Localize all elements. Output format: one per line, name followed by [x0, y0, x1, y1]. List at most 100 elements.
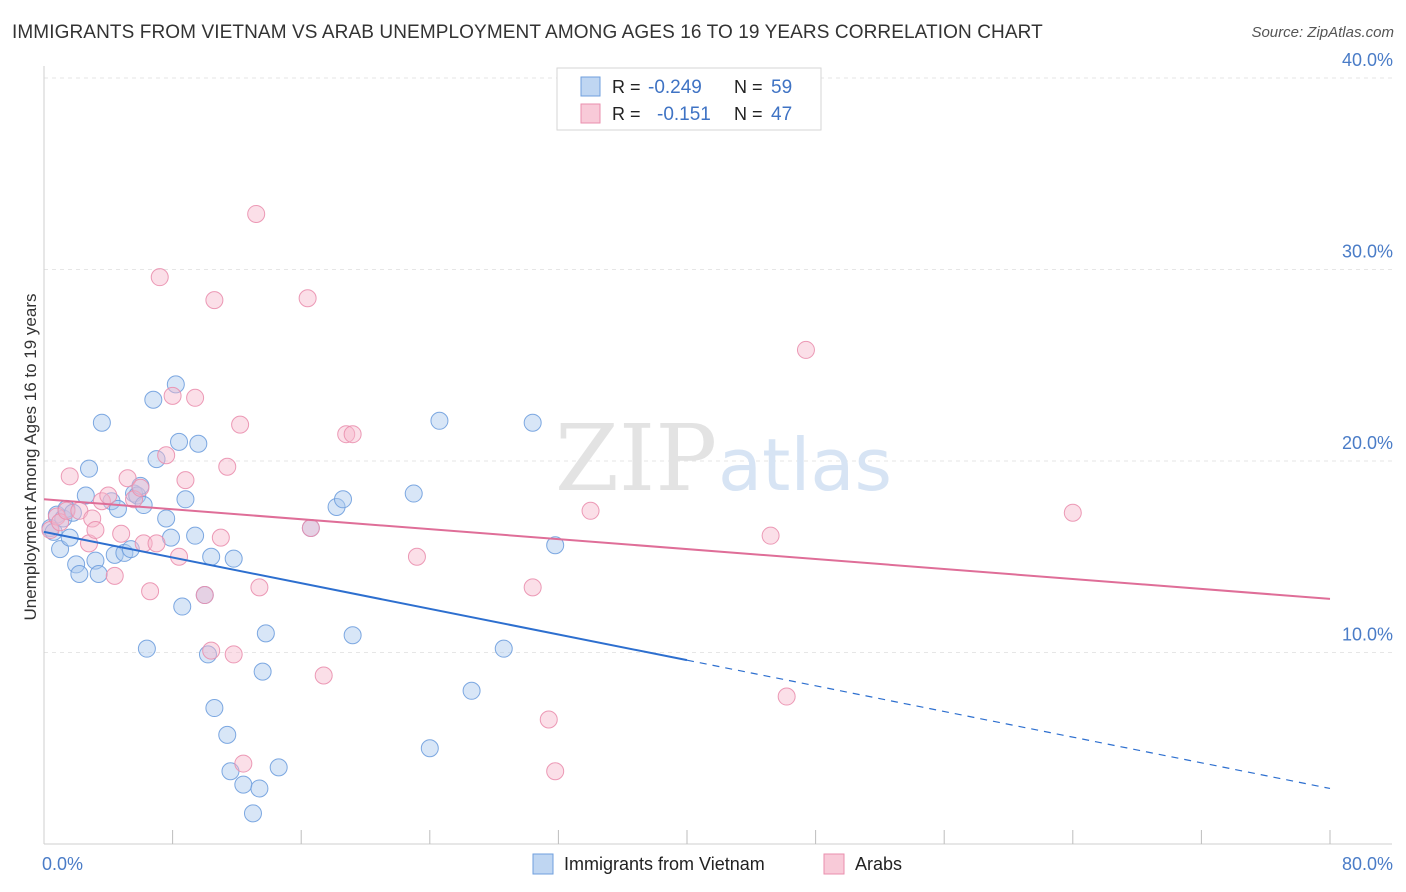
points-layer	[41, 204, 1082, 823]
watermark-zip: ZIP	[555, 405, 717, 512]
legend-n-label-pink: N =	[734, 104, 763, 124]
point-vietnam	[243, 804, 262, 823]
point-arabs	[205, 291, 224, 310]
point-vietnam	[189, 434, 208, 453]
point-arabs	[57, 501, 76, 520]
point-arabs	[163, 386, 182, 405]
point-arabs	[337, 425, 356, 444]
point-vietnam	[144, 390, 163, 409]
point-vietnam	[176, 490, 195, 509]
point-vietnam	[256, 624, 275, 643]
point-arabs	[234, 754, 253, 773]
point-arabs	[314, 666, 333, 685]
legend-n-value-pink: 47	[771, 104, 792, 125]
trendline-vietnam-extrapolated	[686, 659, 1331, 790]
point-arabs	[301, 519, 320, 538]
point-vietnam	[250, 779, 269, 798]
point-arabs	[150, 268, 169, 287]
point-vietnam	[253, 662, 272, 681]
point-arabs	[47, 507, 66, 526]
chart-title: IMMIGRANTS FROM VIETNAM VS ARAB UNEMPLOY…	[12, 22, 1043, 43]
legend-n-label-blue: N =	[734, 77, 763, 97]
y-tick-label: 30.0%	[1342, 242, 1393, 262]
legend-r-label-blue: R =	[612, 77, 641, 97]
point-vietnam	[494, 639, 513, 658]
grid-layer	[44, 77, 1392, 653]
point-vietnam	[218, 725, 237, 744]
point-arabs	[231, 415, 250, 434]
point-vietnam	[546, 536, 565, 555]
point-arabs	[131, 478, 150, 497]
bottom-legend-label-vietnam: Immigrants from Vietnam	[564, 854, 765, 874]
point-vietnam	[430, 411, 449, 430]
series-legend: Immigrants from Vietnam Arabs	[532, 853, 902, 875]
point-vietnam	[166, 375, 185, 394]
axis-layer: 10.0% 20.0% 30.0% 40.0% 0.0% 80.0%	[42, 50, 1393, 874]
point-arabs	[83, 509, 102, 528]
y-axis-label: Unemployment Among Ages 16 to 19 years	[21, 294, 40, 621]
legend-box	[556, 67, 822, 131]
trendline-vietnam	[43, 530, 688, 662]
point-arabs	[176, 471, 195, 490]
point-arabs	[224, 645, 243, 664]
point-vietnam	[170, 432, 189, 451]
point-arabs	[186, 388, 205, 407]
point-arabs	[539, 710, 558, 729]
point-vietnam	[404, 484, 423, 503]
watermark: ZIP atlas	[555, 405, 892, 512]
point-arabs	[105, 566, 124, 585]
point-arabs	[118, 469, 137, 488]
point-vietnam	[51, 540, 70, 559]
legend-n-value-blue: 59	[771, 77, 792, 98]
point-arabs	[1063, 503, 1082, 522]
bottom-legend-swatch-arabs	[823, 853, 845, 875]
point-vietnam	[343, 626, 362, 645]
x-tick-label: 80.0%	[1342, 854, 1393, 874]
point-vietnam	[523, 413, 542, 432]
point-vietnam	[462, 681, 481, 700]
point-arabs	[407, 547, 426, 566]
point-arabs	[250, 578, 269, 597]
point-arabs	[51, 513, 70, 532]
legend-r-label-pink: R =	[612, 104, 641, 124]
point-vietnam	[173, 597, 192, 616]
point-vietnam	[420, 739, 439, 758]
point-vietnam	[67, 555, 86, 574]
point-arabs	[247, 204, 266, 223]
point-vietnam	[147, 450, 166, 469]
point-vietnam	[157, 509, 176, 528]
watermark-atlas: atlas	[718, 423, 892, 507]
point-vietnam	[92, 413, 111, 432]
legend-r-value-pink: -0.151	[657, 104, 711, 125]
point-vietnam	[89, 564, 108, 583]
point-vietnam	[76, 486, 95, 505]
point-arabs	[546, 762, 565, 781]
point-vietnam	[186, 526, 205, 545]
point-vietnam	[269, 758, 288, 777]
x-tick-label: 0.0%	[42, 854, 83, 874]
point-arabs	[60, 467, 79, 486]
point-vietnam	[234, 775, 253, 794]
correlation-legend: R = -0.249 N = 59 R = -0.151 N = 47	[556, 67, 822, 131]
point-arabs	[202, 641, 221, 660]
point-vietnam	[202, 547, 221, 566]
point-vietnam	[134, 496, 153, 515]
y-tick-label: 40.0%	[1342, 50, 1393, 70]
point-arabs	[147, 534, 166, 553]
y-tick-label: 10.0%	[1342, 625, 1393, 645]
point-vietnam	[205, 699, 224, 718]
point-arabs	[581, 501, 600, 520]
legend-swatch-pink	[580, 103, 601, 124]
point-arabs	[218, 457, 237, 476]
point-vietnam	[80, 459, 99, 478]
point-vietnam	[70, 564, 89, 583]
point-arabs	[298, 289, 317, 308]
bottom-legend-label-arabs: Arabs	[855, 854, 902, 874]
point-vietnam	[333, 490, 352, 509]
trendline-arabs	[43, 498, 1331, 600]
point-arabs	[157, 446, 176, 465]
point-arabs	[125, 490, 144, 509]
bottom-legend-swatch-vietnam	[532, 853, 554, 875]
trend-layer	[43, 498, 1331, 790]
